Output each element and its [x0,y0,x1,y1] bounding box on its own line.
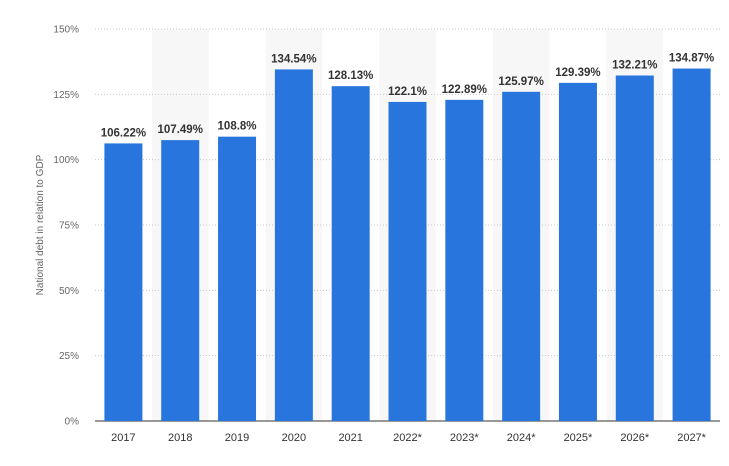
bar-2021[interactable] [331,86,370,422]
data-label-2020: 134.54% [271,53,316,65]
data-label-2023*: 122.89% [442,84,487,96]
bar-2023*[interactable] [445,99,484,421]
x-tick-label-2026*: 2026* [620,432,649,444]
y-tick-label: 150% [53,25,79,36]
y-tick-label: 50% [59,286,79,297]
y-axis-ticks: 0% 25% 50% 75% 100% 125% 150% [53,25,79,428]
data-label-2021: 128.13% [328,70,373,82]
bars [104,68,711,422]
y-axis-label: National debt in relation to GDP [35,154,46,295]
y-tick-label: 100% [53,155,79,166]
x-tick-label-2018: 2018 [168,432,192,444]
x-tick-label-2022*: 2022* [393,432,422,444]
data-label-2024*: 125.97% [498,76,543,88]
data-label-2018: 107.49% [158,124,203,136]
y-tick-label: 25% [59,351,79,362]
bar-2020[interactable] [274,69,313,421]
x-tick-label-2019: 2019 [225,432,249,444]
x-tick-label-2023*: 2023* [450,432,479,444]
data-label-2026*: 132.21% [612,59,657,71]
x-tick-label-2021: 2021 [338,432,362,444]
y-tick-label: 125% [53,90,79,101]
y-tick-label: 0% [65,417,80,428]
bar-2027*[interactable] [672,68,711,421]
x-tick-label-2027*: 2027* [677,432,706,444]
data-label-2025*: 129.39% [555,67,600,79]
y-tick-label: 75% [59,221,79,232]
bar-2017[interactable] [104,143,143,421]
x-tick-label-2020: 2020 [282,432,306,444]
data-labels: 106.22% 107.49% 108.8% 134.54% 128.13% 122.1%… [101,53,715,140]
data-label-2017: 106.22% [101,127,146,139]
x-tick-label-2017: 2017 [111,432,135,444]
data-label-2027*: 134.87% [669,53,714,65]
x-tick-label-2024*: 2024* [507,432,536,444]
data-label-2022*: 122.1% [388,86,427,98]
bar-2024*[interactable] [502,91,541,421]
bar-2019[interactable] [218,136,257,422]
bar-2022*[interactable] [388,101,427,422]
x-axis-categories: 2017 2018 2019 2020 2021 2022* 2023* 2024* 2025*… [111,432,707,444]
bar-2026*[interactable] [615,75,654,421]
x-tick-label-2025*: 2025* [564,432,593,444]
data-label-2019: 108.8% [218,121,257,133]
bar-2025*[interactable] [558,82,597,421]
bar-2018[interactable] [161,140,200,421]
